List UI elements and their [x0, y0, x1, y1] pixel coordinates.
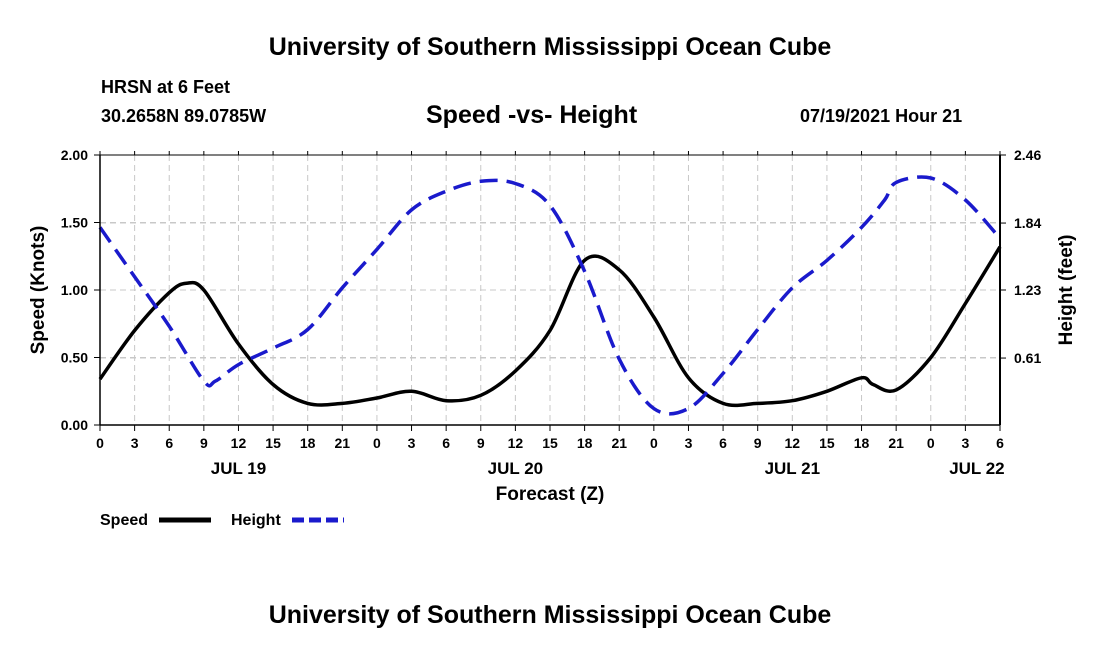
x-tick-label: 18	[577, 435, 593, 451]
x-tick-label: 12	[785, 435, 801, 451]
y2-tick-label: 1.23	[1014, 282, 1041, 298]
x-tick-label: 12	[231, 435, 247, 451]
y2-tick-label: 2.46	[1014, 147, 1041, 163]
x-axis-title: Forecast (Z)	[496, 484, 605, 505]
height-series-line	[98, 175, 1002, 416]
y2-tick-label: 1.84	[1014, 215, 1041, 231]
y-tick-label: 2.00	[61, 147, 88, 163]
y2-axis-title: Height (feet)	[1056, 235, 1077, 346]
x-tick-label: 15	[542, 435, 558, 451]
footer-title: University of Southern Mississippi Ocean…	[268, 601, 832, 629]
x-tick-label: 0	[373, 435, 381, 451]
chart-subtitle: Speed -vs- Height	[426, 101, 638, 129]
x-tick-label: 6	[719, 435, 727, 451]
speed-legend-label: Speed	[100, 512, 148, 529]
y2-tick-label: 0.61	[1014, 350, 1041, 366]
x-tick-label: 18	[854, 435, 870, 451]
x-tick-label: 3	[408, 435, 416, 451]
coordinates-label: 30.2658N 89.0785W	[101, 106, 267, 126]
x-tick-label: 9	[754, 435, 762, 451]
y-tick-label: 0.00	[61, 417, 88, 433]
station-label: HRSN at 6 Feet	[101, 77, 231, 97]
x-tick-label: 0	[96, 435, 104, 451]
date-label: JUL 20	[488, 459, 543, 478]
forecast-date: 07/19/2021 Hour 21	[800, 106, 963, 126]
x-tick-label: 18	[300, 435, 316, 451]
x-tick-label: 6	[165, 435, 173, 451]
x-tick-label: 21	[611, 435, 627, 451]
x-tick-label: 9	[200, 435, 208, 451]
y-tick-label: 0.50	[61, 350, 88, 366]
x-tick-label: 15	[819, 435, 835, 451]
x-tick-label: 0	[927, 435, 935, 451]
date-label: JUL 22	[949, 459, 1004, 478]
x-tick-label: 21	[335, 435, 351, 451]
date-label: JUL 21	[765, 459, 820, 478]
x-tick-label: 6	[442, 435, 450, 451]
x-tick-label: 9	[477, 435, 485, 451]
x-tick-label: 6	[996, 435, 1004, 451]
x-tick-label: 0	[650, 435, 658, 451]
x-tick-label: 21	[888, 435, 904, 451]
x-tick-label: 12	[508, 435, 524, 451]
y-axis-title: Speed (Knots)	[28, 226, 49, 355]
x-tick-label: 3	[685, 435, 693, 451]
height-legend-label: Height	[231, 512, 281, 529]
x-tick-label: 3	[961, 435, 969, 451]
x-tick-label: 3	[131, 435, 139, 451]
speed-series-line	[98, 245, 1002, 408]
y-tick-label: 1.00	[61, 282, 88, 298]
x-tick-label: 15	[265, 435, 281, 451]
page-title: University of Southern Mississippi Ocean…	[268, 33, 832, 61]
y-tick-label: 1.50	[61, 215, 88, 231]
date-label: JUL 19	[211, 459, 266, 478]
